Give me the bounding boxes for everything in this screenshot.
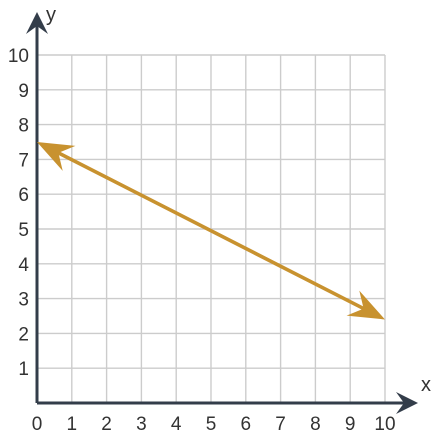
axes	[26, 12, 418, 414]
tick-labels: 0 1 2 3 4 5 6 7 8 9 10 1 2 3 4 5 6 7 8 9 10	[8, 46, 396, 434]
y-tick-label: 10	[8, 46, 29, 67]
y-tick-label: 9	[18, 81, 29, 102]
y-tick-label: 7	[18, 150, 29, 171]
x-axis-title: x	[421, 374, 431, 396]
y-tick-label: 4	[18, 255, 29, 276]
x-tick-label: 2	[101, 414, 112, 434]
x-axis-arrowhead	[396, 392, 418, 414]
x-tick-label: 7	[275, 414, 286, 434]
y-axis-title: y	[46, 4, 56, 26]
line-arrowhead-end	[346, 290, 385, 320]
x-tick-label: 0	[32, 414, 43, 434]
y-tick-label: 5	[18, 220, 29, 241]
x-tick-label: 8	[310, 414, 321, 434]
y-tick-label: 8	[18, 116, 29, 137]
y-tick-label: 2	[18, 324, 29, 345]
grid	[37, 54, 386, 403]
line-arrowhead-start	[37, 142, 76, 171]
x-tick-label: 3	[136, 414, 147, 434]
y-axis-arrowhead	[26, 12, 48, 34]
y-tick-label: 3	[18, 290, 29, 311]
x-tick-label: 4	[171, 414, 182, 434]
y-tick-label: 1	[18, 359, 29, 380]
series-line	[56, 151, 366, 311]
x-tick-label: 9	[345, 414, 356, 434]
x-tick-label: 10	[374, 414, 395, 434]
x-tick-label: 6	[241, 414, 252, 434]
series	[37, 142, 385, 320]
x-tick-label: 1	[67, 414, 78, 434]
x-tick-label: 5	[206, 414, 217, 434]
y-tick-label: 6	[18, 185, 29, 206]
